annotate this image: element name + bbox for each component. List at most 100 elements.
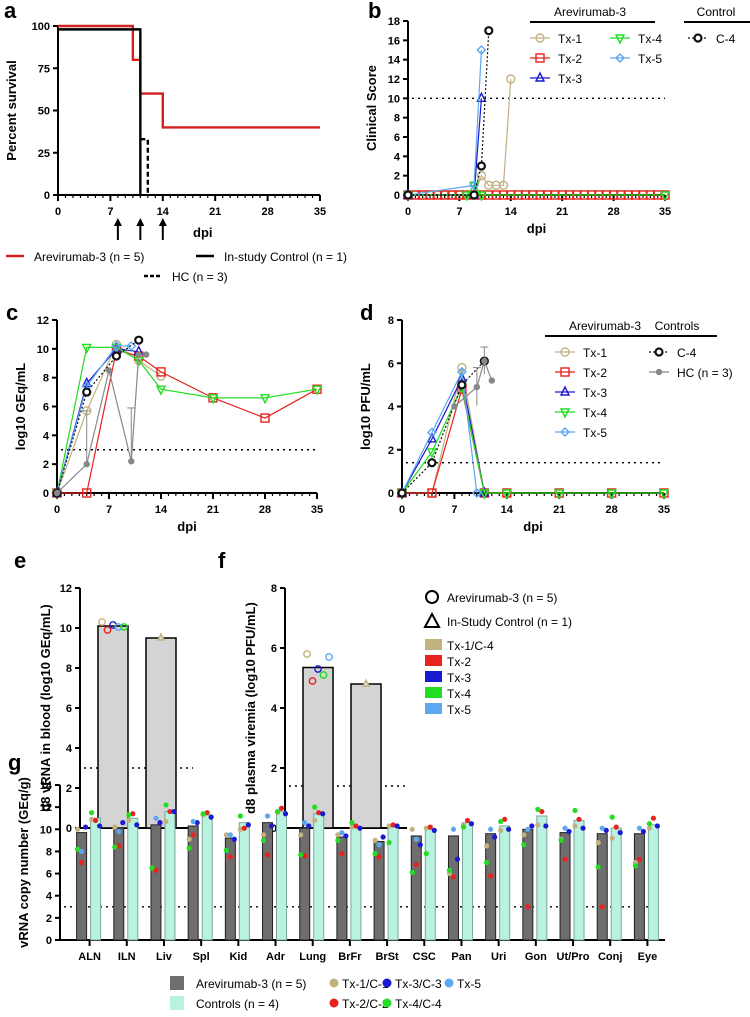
y-axis-label-c: log10 GEq/mL (13, 363, 28, 450)
data-point-tx-4-shape (461, 191, 472, 202)
legend-dot (382, 998, 392, 1008)
data-point-g (92, 817, 99, 824)
data-point-g (302, 853, 308, 859)
series-line-tx-2 (402, 389, 664, 494)
data-point-g (268, 823, 275, 829)
data-point-tx-2-shape (427, 488, 437, 498)
data-point-c-4-shape (134, 335, 144, 345)
data-point-g-shape (394, 823, 400, 829)
data-point-g (498, 827, 504, 833)
y-axis-label-d: log10 PFU/mL (358, 363, 373, 450)
data-point-g-shape (535, 806, 541, 812)
x-tick-label-b: 28 (607, 206, 619, 218)
legend-marker (425, 590, 439, 604)
data-point-g (502, 816, 508, 822)
data-point-g (112, 824, 118, 830)
x-tick-label-a: 35 (314, 206, 326, 218)
survival-line-1 (58, 24, 320, 129)
data-point-g (535, 822, 541, 828)
x-axis-label-b: dpi (527, 221, 547, 236)
y-tick-label-e: 8 (66, 663, 72, 675)
data-point-tx-4 (479, 489, 490, 500)
data-point-tx-1-shape (506, 74, 516, 84)
data-point-g (126, 812, 132, 818)
x-tick-label-g: ILN (118, 951, 136, 963)
x-tick-label-g: Adr (266, 951, 286, 963)
data-point-g (237, 826, 243, 832)
data-point-g (572, 823, 578, 829)
data-point-g (613, 824, 619, 830)
data-point-g (149, 865, 155, 871)
legend-label: Tx-1/C-4 (447, 639, 494, 653)
data-point-g (278, 805, 285, 811)
data-point-g-shape (316, 810, 322, 816)
data-point-g (264, 852, 271, 858)
data-point-tx-2-shape (260, 413, 270, 423)
data-point-g-shape (460, 824, 467, 830)
series-line-c-4 (401, 360, 485, 494)
legend-marker (560, 427, 570, 437)
data-point-g (88, 810, 95, 816)
x-tick-label-g: Kid (229, 951, 247, 963)
legend-marker-shape (654, 347, 664, 357)
data-point-g (186, 836, 192, 842)
x-tick-label-c: 7 (106, 504, 112, 516)
bar-arevirumab-adr (262, 822, 274, 941)
data-point-g-shape (650, 815, 657, 821)
legend-label: Arevirumab-3 (n = 5) (447, 591, 557, 605)
data-point-g-shape (186, 845, 192, 851)
y-tick-label-a: 25 (38, 148, 50, 160)
data-point-g-shape (190, 832, 196, 838)
data-point-g-shape (163, 818, 169, 825)
data-point-f (308, 677, 317, 685)
data-point-g (636, 856, 643, 862)
data-point-g (376, 842, 382, 848)
data-point-g (186, 845, 192, 851)
data-point-g-shape (409, 826, 415, 832)
data-point-tx-5-shape (126, 340, 137, 351)
y-tick-label-a: 100 (32, 21, 50, 33)
data-point-g (343, 833, 349, 839)
legend-swatch (425, 639, 442, 650)
data-point-g-shape (149, 865, 155, 871)
data-point-g-shape (349, 820, 355, 826)
data-point-g (245, 822, 251, 828)
data-point-g-shape (431, 827, 437, 833)
data-point-g-shape (595, 864, 601, 870)
series-line-tx-5 (401, 369, 478, 494)
data-point-c-4 (476, 161, 487, 171)
x-tick-label-c: 0 (54, 504, 60, 516)
y-tick-label-f: 8 (271, 583, 277, 595)
y-tick-label-g: 10 (40, 824, 52, 836)
data-point-g-shape (112, 844, 118, 850)
bar-e-1 (97, 625, 129, 829)
bar-arevirumab-eye (633, 833, 645, 941)
bar-control-utpro (573, 819, 585, 941)
y-tick-label-g: 12 (40, 802, 52, 814)
data-point-f (325, 653, 333, 661)
data-point-g (654, 823, 661, 829)
legend-marker (560, 367, 570, 377)
data-point-g (595, 864, 601, 870)
legend-marker-shape (615, 53, 625, 63)
legend-label-a: Arevirumab-3 (n = 5) (34, 250, 144, 264)
data-point-tx-2 (427, 488, 437, 498)
data-point-f (361, 678, 371, 687)
legend-marker-shape (534, 71, 546, 82)
legend-marker-shape (560, 427, 570, 437)
data-point-g-shape (320, 811, 326, 817)
x-tick-label-g: Ut/Pro (557, 951, 590, 963)
legend-label: In-Study Control (n = 1) (447, 615, 572, 629)
data-point-g-shape (306, 823, 312, 829)
data-point-g (632, 863, 639, 869)
legend-marker (534, 71, 546, 82)
data-point-g (153, 815, 159, 821)
x-tick-label-g: Eye (638, 951, 658, 963)
legend-label: Tx-4 (447, 687, 471, 701)
data-point-c-4-shape (427, 458, 437, 468)
data-point-g-shape (646, 825, 653, 831)
x-tick-label-g: Uri (491, 951, 506, 963)
x-tick-label-a: 28 (261, 206, 273, 218)
data-point-g-shape (157, 820, 163, 826)
